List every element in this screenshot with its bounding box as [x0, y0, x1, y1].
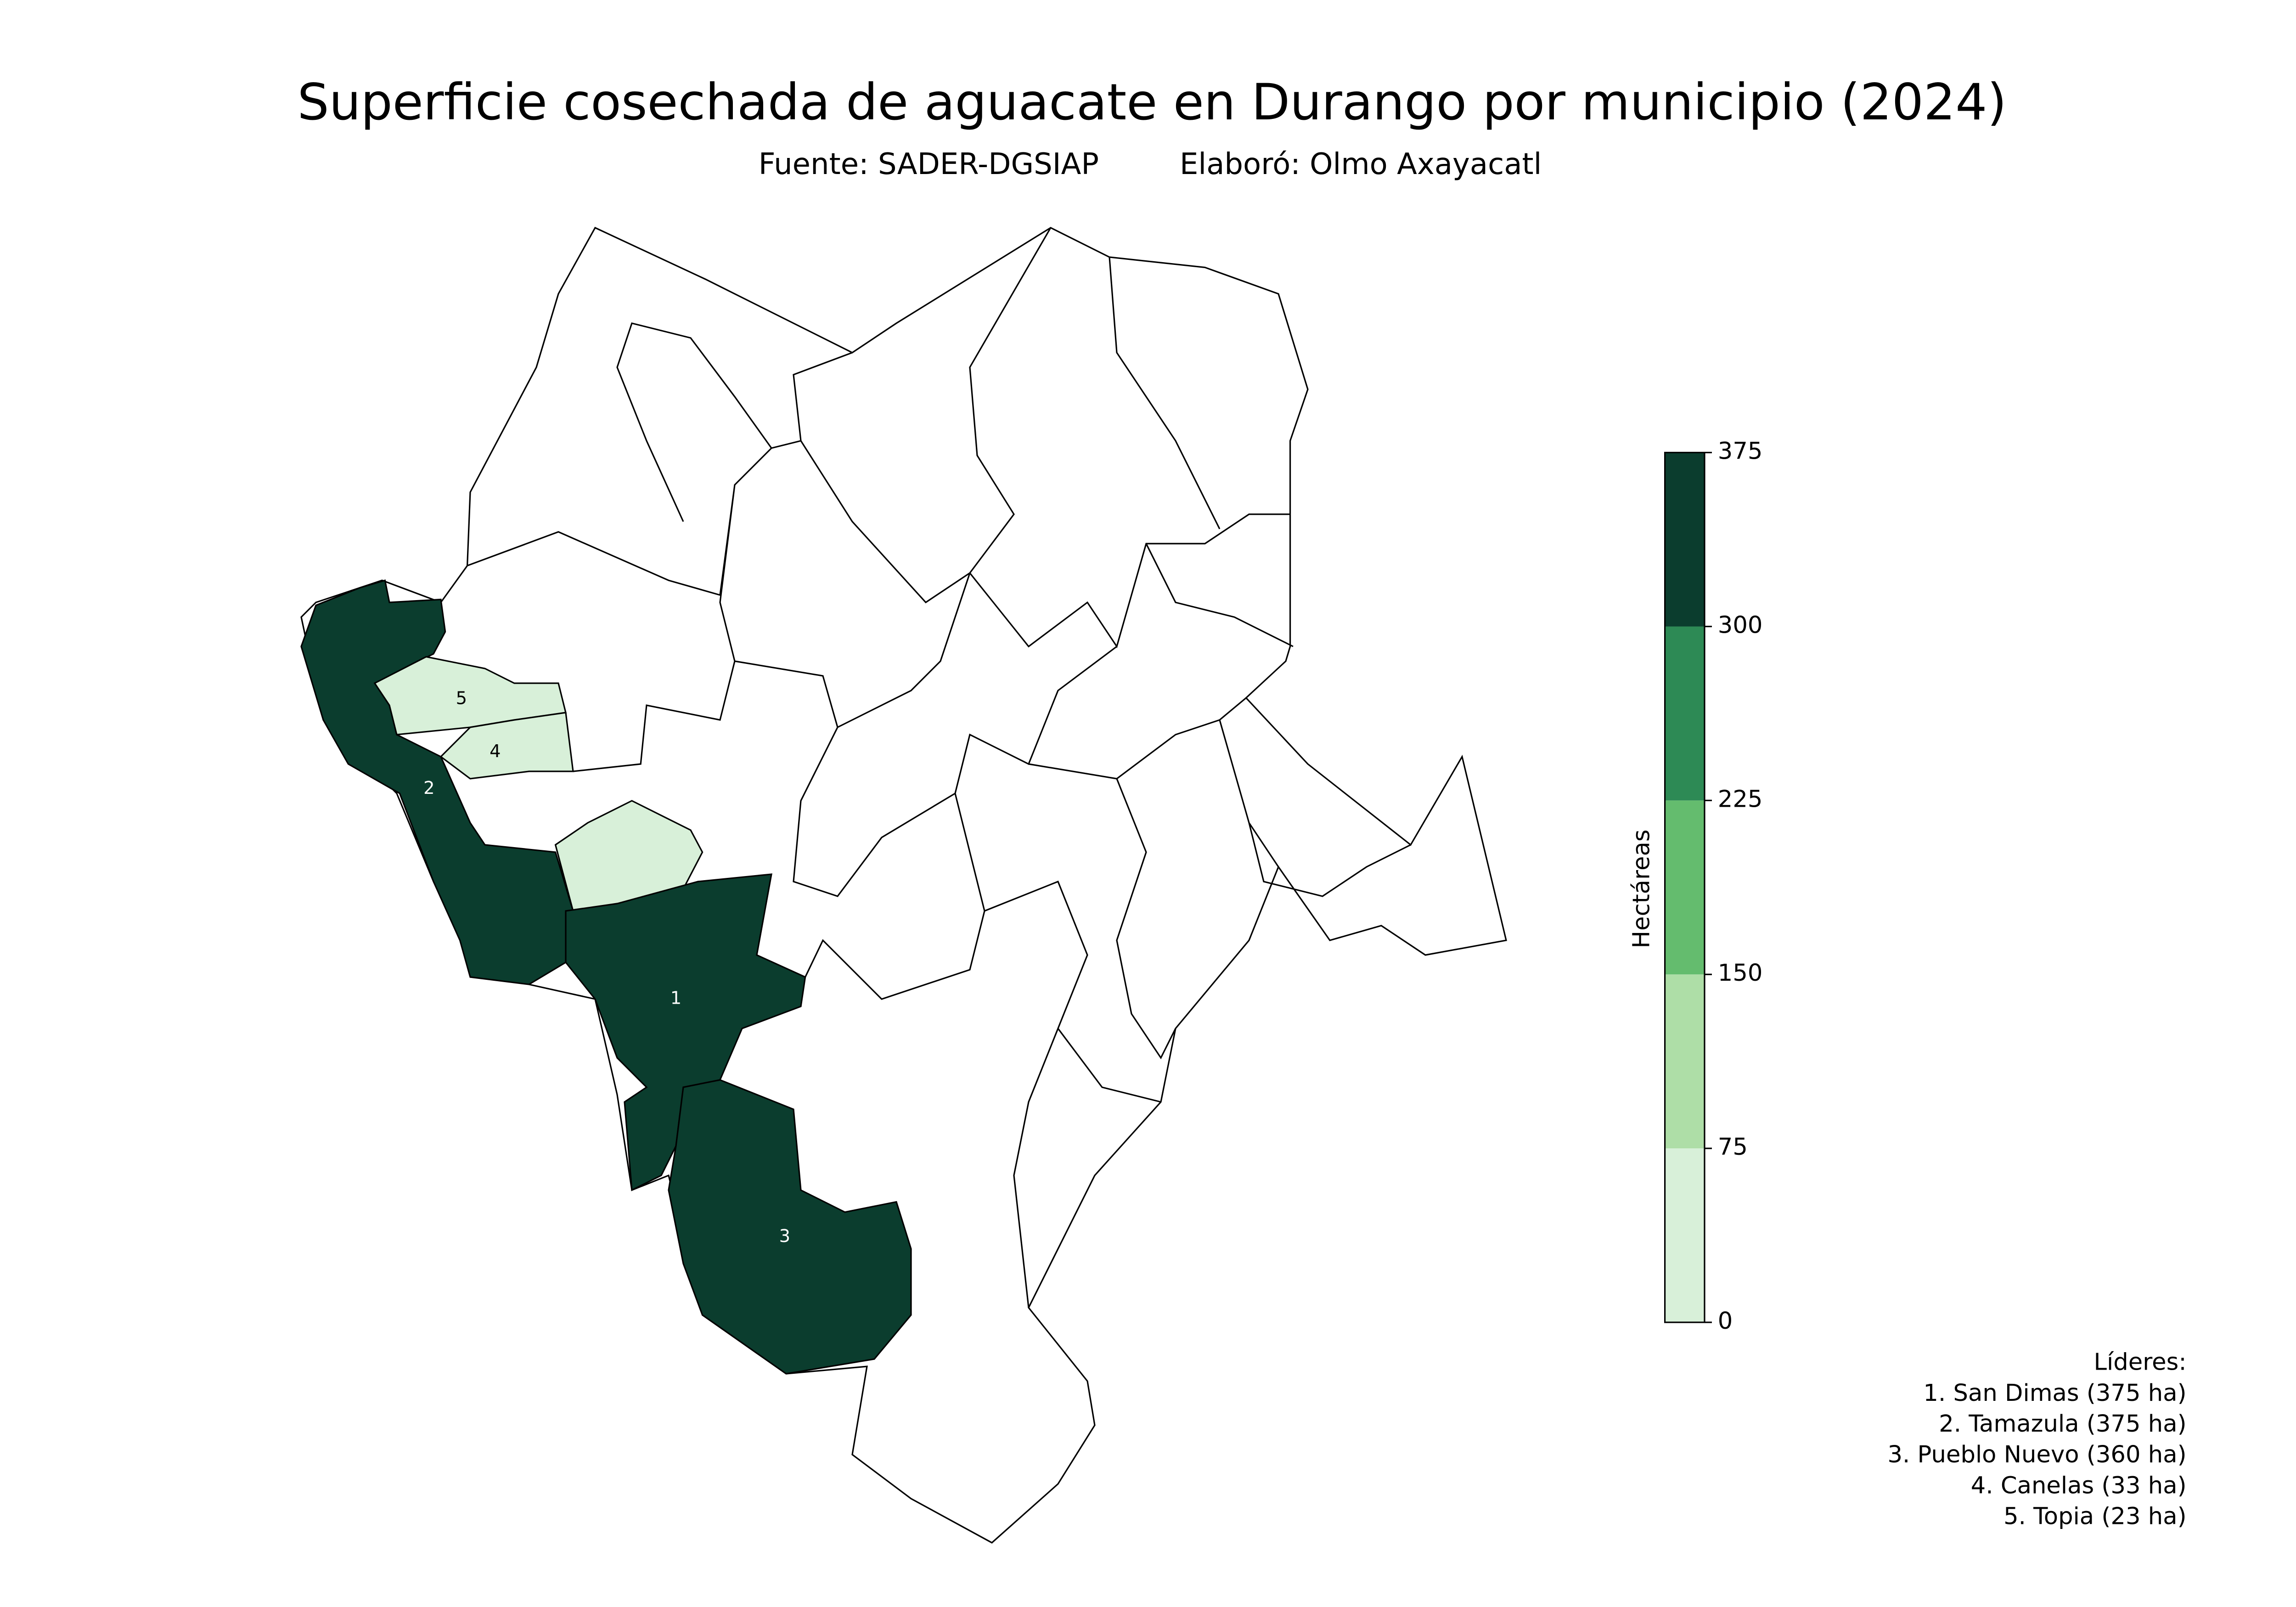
colorbar: 0 75 150 225 300 375: [1664, 438, 1763, 1335]
region: [668, 1079, 912, 1375]
colorbar-tick-label: 150: [1718, 959, 1763, 987]
region: [300, 579, 574, 985]
leader-entry: 5. Topia (23 ha): [2003, 1503, 2187, 1530]
colorbar-tick-label: 0: [1718, 1307, 1733, 1335]
colorbar-frame: [1664, 452, 1705, 1323]
leader-entry: 3. Pueblo Nuevo (360 ha): [1887, 1441, 2186, 1468]
source: Fuente: SADER-DGSIAP: [759, 147, 1099, 181]
map-label: 2: [423, 778, 434, 798]
colorbar-tick-label: 225: [1718, 785, 1763, 813]
title: Superficie cosechada de aguacate en Dura…: [298, 73, 2007, 131]
colorbar-bin: [1665, 974, 1705, 1149]
map-label: 4: [490, 741, 501, 762]
leader-entry: 1. San Dimas (375 ha): [1923, 1379, 2186, 1407]
colorbar-bin: [1665, 626, 1705, 801]
colorbar-bin: [1665, 1148, 1705, 1322]
map: 1 2 3 4 5: [300, 226, 1507, 1544]
author: Elaboró: Olmo Axayacatl: [1180, 147, 1542, 181]
colorbar-tick-label: 75: [1718, 1133, 1748, 1161]
leader-entry: 4. Canelas (33 ha): [1971, 1472, 2187, 1499]
region: [439, 712, 574, 780]
colorbar-tick-label: 375: [1718, 438, 1763, 465]
leaders: Líderes: 1. San Dimas (375 ha) 2. Tamazul…: [1887, 1349, 2186, 1530]
colorbar-bin: [1665, 452, 1705, 627]
map-label: 3: [779, 1226, 790, 1247]
colorbar-tick-label: 300: [1718, 611, 1763, 639]
map-label: 5: [456, 688, 467, 709]
colorbar-bin: [1665, 800, 1705, 975]
leaders-title: Líderes:: [2094, 1349, 2187, 1376]
municipal-borders: [467, 227, 1411, 1308]
leader-entry: 2. Tamazula (375 ha): [1939, 1410, 2186, 1438]
colorbar-label: Hectáreas: [1628, 829, 1655, 948]
map-label: 1: [670, 988, 681, 1009]
